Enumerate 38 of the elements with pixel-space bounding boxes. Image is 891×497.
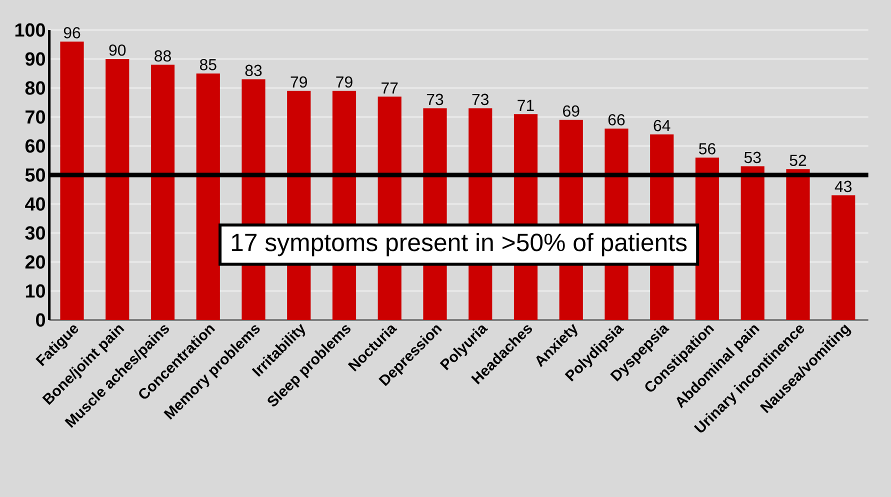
data-label: 88: [154, 50, 171, 62]
data-label: 77: [382, 82, 398, 94]
y-tick-label: 50: [25, 168, 46, 182]
y-tick-label: 70: [26, 110, 46, 124]
data-label: 90: [109, 44, 126, 56]
data-label: 52: [790, 154, 806, 166]
data-label: 56: [699, 143, 716, 154]
annotation: 17 symptoms present in >50% of patients: [232, 232, 687, 256]
data-label: 85: [200, 59, 216, 70]
bar: [832, 195, 856, 320]
bar: [196, 73, 220, 320]
bar: [106, 58, 130, 320]
data-label: 83: [245, 64, 262, 76]
y-tick-label: 0: [36, 313, 46, 327]
y-tick-label: 40: [25, 197, 46, 211]
data-label: 73: [472, 94, 489, 106]
bar: [695, 158, 720, 320]
data-label: 43: [834, 180, 852, 192]
data-label: 69: [563, 105, 580, 117]
data-label: 79: [336, 76, 352, 88]
data-label: 79: [290, 76, 307, 88]
data-label: 53: [744, 152, 761, 164]
y-tick-label: 80: [25, 81, 46, 95]
y-tick-label: 30: [25, 226, 46, 240]
bar: [60, 42, 84, 320]
data-label: 73: [426, 94, 444, 106]
data-label: 64: [654, 120, 670, 132]
y-tick-label: 60: [25, 139, 46, 153]
data-label: 71: [518, 100, 534, 111]
bar: [150, 64, 175, 320]
data-label: 66: [608, 114, 625, 126]
bar: [786, 169, 810, 320]
y-tick-label: 100: [15, 23, 46, 37]
data-label: 96: [64, 27, 80, 38]
y-tick-label: 10: [26, 284, 46, 298]
y-tick-label: 90: [25, 52, 46, 66]
y-tick-label: 20: [25, 255, 46, 269]
bar: [740, 166, 764, 320]
